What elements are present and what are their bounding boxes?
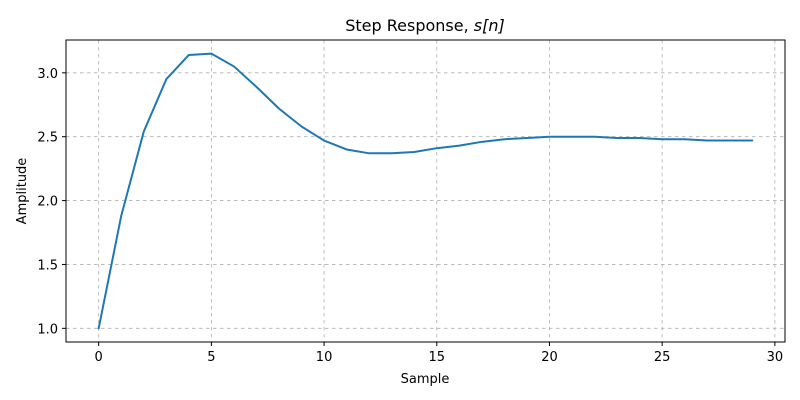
x-tick-label: 15 [428, 350, 445, 365]
grid [66, 40, 785, 342]
x-tick-label: 20 [541, 350, 558, 365]
series-group [97, 52, 754, 330]
x-tick-label: 0 [95, 350, 103, 365]
y-tick-label: 2.5 [37, 131, 58, 146]
x-tick-label: 30 [767, 350, 784, 365]
chart-title-text: Step Response, [345, 16, 474, 35]
series-line [97, 52, 754, 330]
x-tick-label: 25 [654, 350, 671, 365]
chart-title: Step Response, s[n] [345, 16, 505, 35]
x-ticks: 0 5 10 15 20 25 30 [95, 342, 784, 365]
plot-frame [65, 39, 786, 343]
y-tick-label: 2.0 [37, 195, 58, 210]
chart-title-math: s[n] [474, 16, 505, 35]
x-tick-label: 10 [316, 350, 333, 365]
y-axis-label: Amplitude [15, 158, 30, 225]
y-tick-label: 1.5 [37, 258, 58, 273]
y-tick-label: 1.0 [37, 322, 58, 337]
y-ticks: 1.0 1.5 2.0 2.5 3.0 [37, 67, 66, 337]
x-axis-label: Sample [401, 372, 450, 387]
x-tick-label: 5 [207, 350, 215, 365]
y-tick-label: 3.0 [37, 67, 58, 82]
